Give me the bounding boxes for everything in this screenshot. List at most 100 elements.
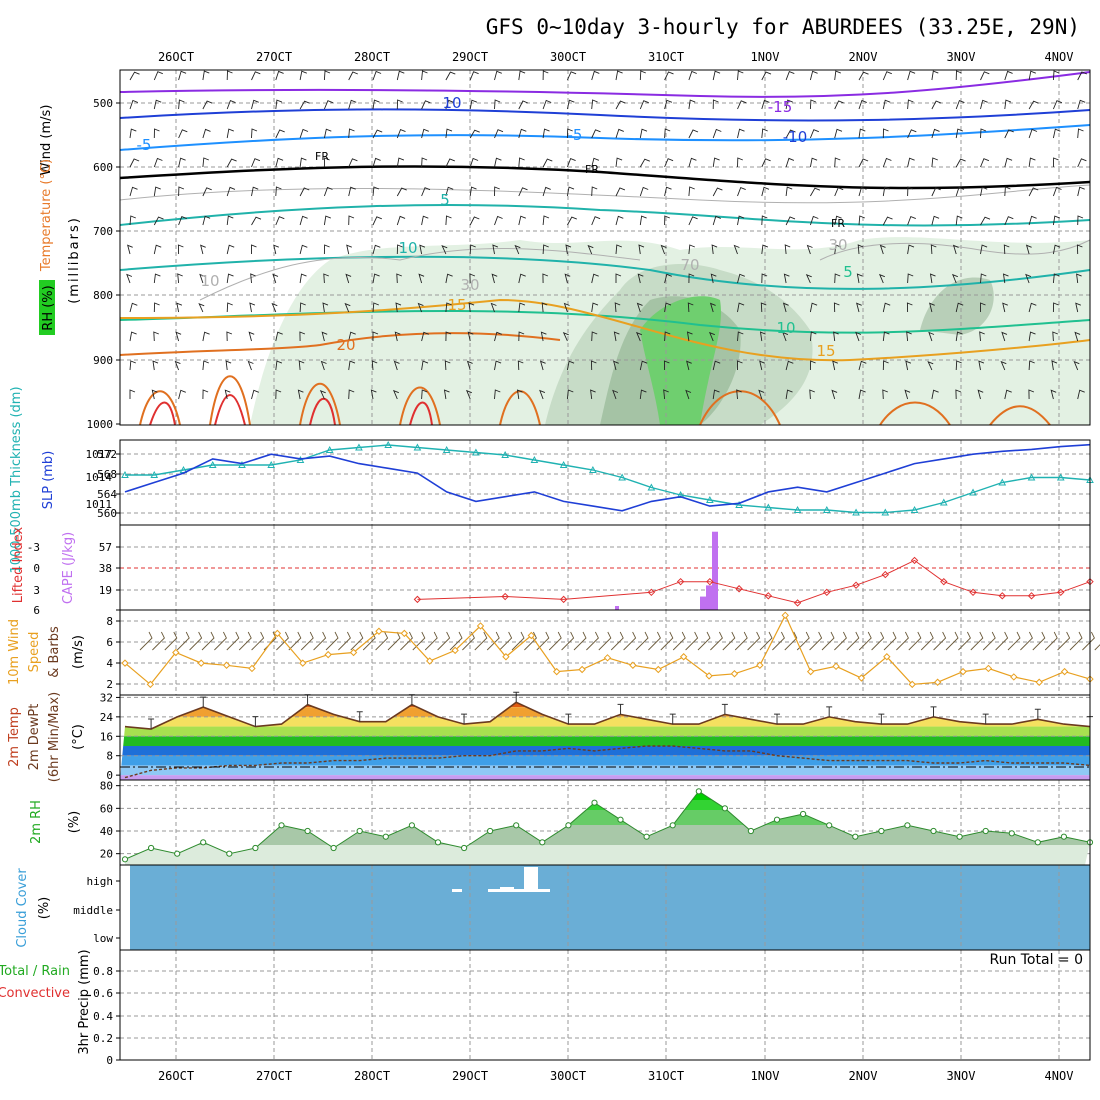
- upper-barb-180: [615, 187, 626, 197]
- rh2m-point-6: [278, 822, 285, 829]
- wind10-ticklabel-2: 4: [106, 657, 113, 670]
- wind10-barb-29: [499, 631, 513, 651]
- label-wind10-barbs: & Barbs: [47, 626, 62, 678]
- upper-barb-295: [491, 273, 498, 284]
- upper-barb-218: [567, 216, 577, 226]
- precip-ticklabel-0: 0.8: [93, 965, 113, 978]
- upper-barb-430: [858, 360, 867, 371]
- upper-barb-204: [226, 215, 234, 226]
- upper-barb-355: [980, 302, 986, 312]
- upper-barb-401: [152, 360, 159, 371]
- temp2m-grid: [120, 696, 1090, 757]
- temp2m-panel: 32 24 16 8 0: [100, 691, 1093, 782]
- contour-label-6: FR: [585, 163, 599, 176]
- upper-barb-346: [760, 302, 767, 313]
- wind10-point-26: [781, 611, 789, 620]
- upper-barb-94: [469, 129, 480, 139]
- thickness-point-11: [442, 445, 451, 453]
- upper-barb-341: [636, 302, 643, 313]
- upper-barb-198: [1052, 186, 1062, 197]
- upper-barb-398: [1052, 331, 1058, 342]
- upper-barb-215: [494, 215, 503, 226]
- upper-barb-404: [225, 360, 232, 371]
- upper-barb-166: [275, 186, 282, 197]
- rh2m-point-16: [539, 839, 546, 846]
- rh2m-point-29: [878, 827, 885, 835]
- upper-barb-451: [392, 389, 399, 400]
- rh2m-point-23: [721, 805, 729, 812]
- wind10-barb-13: [300, 631, 314, 651]
- upper-barb-442: [178, 389, 186, 400]
- rh2m-point-33: [982, 827, 989, 835]
- upper-barb-34: [955, 70, 962, 81]
- upper-barb-45: [251, 99, 259, 110]
- li-ticklabel-1: 0: [33, 562, 40, 575]
- contour-label-11: 15: [447, 296, 466, 314]
- thickness-point-24: [822, 505, 831, 513]
- rh2m-point-2: [174, 850, 181, 857]
- cloud-gap-3: [500, 887, 514, 892]
- upper-barb-19: [591, 70, 600, 81]
- whisker-21: [669, 713, 676, 725]
- upper-barb-413: [444, 360, 451, 371]
- upper-ticklabel-5: 1000: [87, 418, 114, 431]
- upper-barb-335: [490, 302, 497, 313]
- upper-barb-172: [421, 187, 431, 197]
- precip-ticklabel-1: 0.6: [93, 987, 113, 1000]
- temp-band-3: [120, 726, 1090, 737]
- upper-barb-329: [344, 302, 351, 313]
- thickness-point-10: [413, 443, 422, 451]
- label-2m-rh: 2m RH: [29, 800, 44, 844]
- upper-barb-408: [320, 360, 327, 371]
- wind10-point-4: [222, 661, 231, 669]
- upper-barb-95: [494, 129, 504, 139]
- wind10-panel: 8 6 4 2: [106, 609, 1100, 696]
- whisker-5: [252, 716, 259, 727]
- temp-band-5: [120, 746, 1090, 756]
- cloud-gap-1: [452, 889, 462, 892]
- upper-barb-20: [615, 70, 623, 81]
- upper-barb-214: [469, 216, 480, 226]
- upper-barb-311: [878, 273, 885, 284]
- upper-barb-72: [907, 99, 914, 110]
- upper-barb-474: [955, 389, 962, 400]
- bottom-date-2: 28OCT: [354, 1069, 390, 1083]
- upper-barb-410: [371, 360, 378, 371]
- upper-barb-458: [566, 389, 574, 400]
- rh2m-point-30: [904, 822, 911, 829]
- upper-barb-209: [348, 215, 355, 226]
- upper-barb-331: [395, 302, 402, 313]
- li-point-27: [910, 556, 919, 565]
- label-lifted-index: Lifted Index: [11, 526, 26, 603]
- upper-ticklabel-4: 900: [93, 354, 113, 367]
- li-point-20: [706, 577, 714, 586]
- upper-barb-234: [955, 215, 963, 226]
- upper-barb-92: [421, 128, 429, 139]
- upper-barb-339: [591, 302, 599, 313]
- upper-barb-140: [615, 157, 623, 168]
- upper-barb-237: [1028, 215, 1037, 226]
- upper-barb-62: [664, 99, 673, 110]
- upper-barb-429: [832, 360, 838, 371]
- upper-barb-116: [1004, 129, 1014, 139]
- upper-barb-278: [1052, 244, 1061, 255]
- upper-barb-249: [346, 244, 352, 255]
- upper-ticklabel-2: 700: [93, 225, 113, 238]
- wind10-point-6: [273, 629, 282, 638]
- upper-barb-425: [737, 360, 743, 370]
- upper-barb-304: [710, 273, 717, 284]
- upper-barb-58: [566, 99, 575, 110]
- wind10-barb-25: [449, 631, 463, 651]
- cape-axis: -3 0 3 6 57 38 19: [27, 541, 120, 617]
- slp-grid: [120, 440, 1090, 525]
- cloud-gap-5: [524, 867, 538, 892]
- li-point-26: [881, 570, 890, 579]
- upper-barb-7: [299, 70, 307, 81]
- upper-barb-159: [1077, 158, 1087, 168]
- wind10-ticklabel-3: 2: [106, 678, 113, 691]
- upper-barb-308: [805, 273, 812, 284]
- contour-label-12: 10: [776, 319, 795, 337]
- upper-barb-363: [202, 331, 210, 342]
- upper-barb-253: [441, 244, 448, 255]
- upper-barb-245: [251, 244, 257, 254]
